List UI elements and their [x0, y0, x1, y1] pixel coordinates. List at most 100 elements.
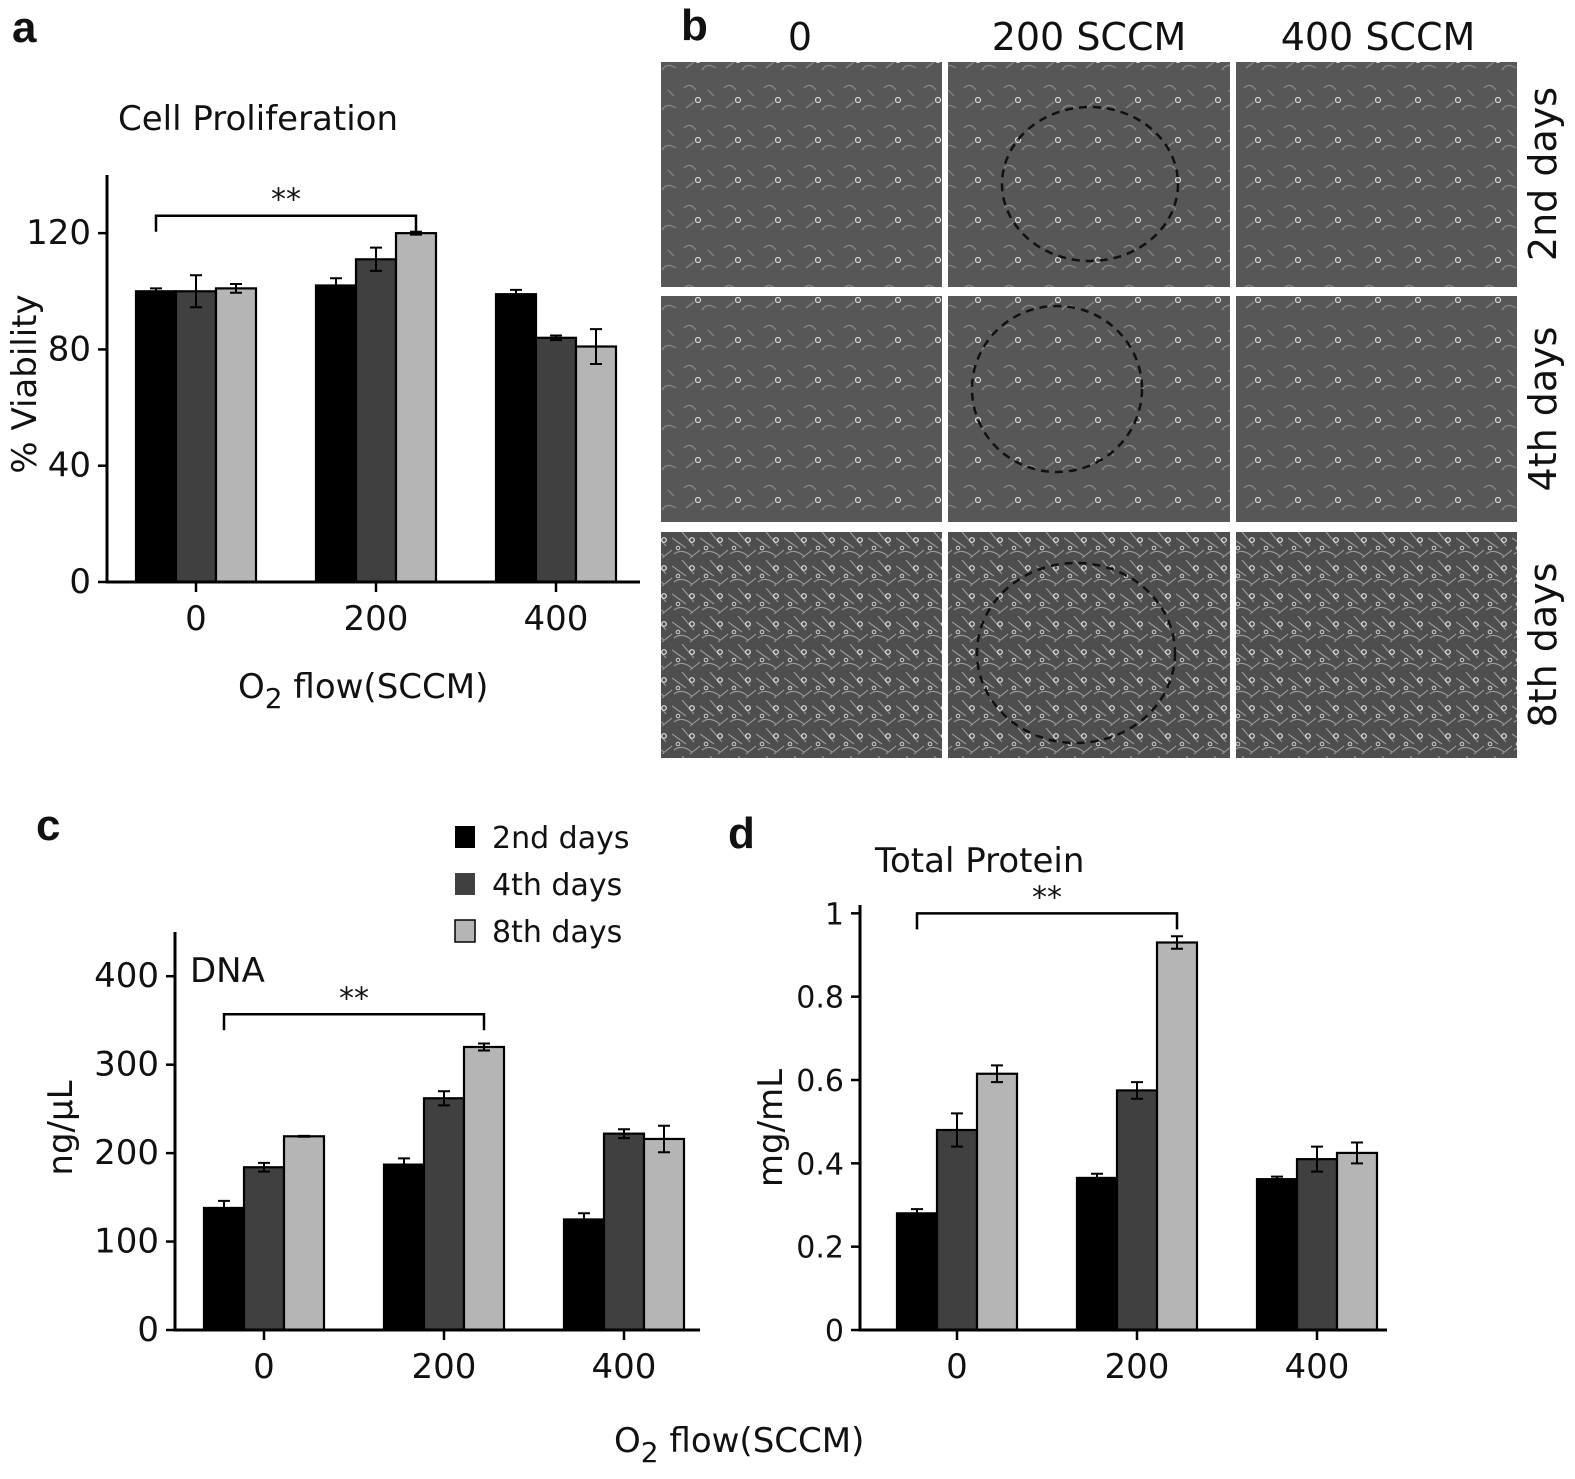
- chart-c-errorbar-s1-c2: [618, 1128, 630, 1140]
- chart-c-significance-label: **: [339, 981, 369, 1016]
- legend-label-2nd: 2nd days: [492, 821, 630, 856]
- legend: 2nd days 4th days 8th days: [454, 821, 630, 950]
- chart-a-bar-s1-c0: [174, 290, 218, 584]
- chart-d-significance-label: **: [1032, 880, 1062, 915]
- chart-c-errorbar-s2-c1: [478, 1042, 490, 1052]
- chart-a-viability: Cell Proliferation % Viability 0 40 80 120 0 20…: [5, 99, 640, 639]
- chart-d-title: Total Protein: [874, 841, 1084, 881]
- chart-d-bar-s2-c2: [1335, 1151, 1379, 1332]
- chart-d-bar-s2-c1: [1155, 941, 1199, 1332]
- chart-d-significance-bracket: [915, 912, 1179, 930]
- chart-a-bar-s1-c2: [534, 336, 578, 584]
- chart-a-bar-s0-c2: [494, 293, 538, 584]
- chart-c-bar-s1-c0: [242, 1166, 286, 1332]
- chart-c-errorbar-s1-c1: [438, 1090, 450, 1107]
- column-header-400: 400 SCCM: [1281, 15, 1476, 59]
- chart-a-xlabel: O2 flow(SCCM): [238, 667, 488, 715]
- chart-a-xtick-label-2: 400: [524, 599, 589, 639]
- chart-a-bar-s2-c1: [394, 232, 438, 584]
- row-header-4th: 4th days: [1521, 327, 1565, 492]
- row-header-8th: 8th days: [1521, 563, 1565, 728]
- chart-d-bar-s0-c1: [1075, 1176, 1119, 1332]
- micrograph-200-2nd: [948, 62, 1230, 287]
- legend-swatch-8th: [454, 919, 476, 943]
- chart-d-ytick-label-0: 0: [825, 1314, 844, 1349]
- chart-d-errorbar-s1-c0: [951, 1112, 963, 1148]
- highlight-circle-2nd: [1000, 105, 1180, 263]
- highlight-circle-8th: [975, 561, 1177, 745]
- chart-a-bar-s2-c2: [574, 345, 618, 584]
- chart-c-errorbar-s0-c2: [578, 1212, 590, 1227]
- chart-a-significance-bracket: [154, 214, 418, 232]
- chart-c-errorbar-s1-c0: [258, 1161, 270, 1173]
- micrograph-0-8th: [661, 532, 942, 758]
- chart-c-bar-s0-c2: [562, 1218, 606, 1332]
- chart-a-bar-s0-c0: [134, 290, 178, 584]
- micrograph-400-2nd: [1236, 62, 1517, 287]
- chart-c-ytick-label-4: 400: [94, 956, 159, 996]
- micrograph-400-4th: [1236, 296, 1517, 522]
- chart-d-ylabel: mg/mL: [751, 1069, 791, 1187]
- chart-d-errorbar-s0-c1: [1091, 1172, 1103, 1184]
- chart-d-ytick-label-2: 0.4: [796, 1147, 844, 1182]
- chart-d-xtick-label-2: 400: [1285, 1347, 1350, 1387]
- chart-c-bar-s0-c0: [202, 1206, 246, 1332]
- chart-d-bar-s1-c0: [935, 1128, 979, 1332]
- micrograph-0-2nd: [661, 62, 942, 287]
- chart-c-xtick-label-0: 0: [253, 1347, 275, 1387]
- micrograph-200-8th: [948, 532, 1230, 758]
- chart-a-bar-s1-c1: [354, 258, 398, 584]
- chart-a-ytick-label-3: 120: [26, 213, 91, 253]
- chart-d-bar-s2-c0: [975, 1072, 1019, 1332]
- micrograph-200-4th: [948, 296, 1230, 522]
- chart-d-bar-s0-c0: [895, 1212, 939, 1332]
- column-header-200: 200 SCCM: [992, 15, 1187, 59]
- legend-label-8th: 8th days: [492, 915, 622, 950]
- chart-c-bar-s2-c2: [642, 1137, 686, 1332]
- chart-c-dna: DNA ng/µL 0 100 200 300 400 0 200 400 **: [41, 932, 700, 1387]
- chart-a-significance-label: **: [271, 183, 301, 218]
- chart-a-errorbar-s2-c2: [590, 328, 602, 365]
- chart-c-errorbar-s2-c0: [298, 1134, 310, 1138]
- chart-c-xtick-label-1: 200: [412, 1347, 477, 1387]
- chart-c-bar-s2-c1: [462, 1045, 506, 1332]
- chart-d-ytick-label-1: 0.2: [796, 1231, 844, 1266]
- chart-d-errorbar-s2-c0: [991, 1064, 1003, 1084]
- chart-a-errorbar-s1-c0: [190, 274, 202, 309]
- chart-a-xtick-label-0: 0: [185, 599, 207, 639]
- chart-a-errorbar-s1-c2: [550, 334, 562, 342]
- legend-swatch-2nd: [455, 826, 475, 848]
- chart-c-bar-s1-c2: [602, 1132, 646, 1332]
- chart-d-xtick-label-0: 0: [946, 1347, 968, 1387]
- chart-a-bar-s2-c0: [214, 287, 258, 584]
- chart-d-errorbar-s1-c1: [1131, 1081, 1143, 1100]
- panel-letter-d: d: [728, 809, 755, 858]
- chart-a-xtick-label-1: 200: [344, 599, 409, 639]
- chart-d-bar-s0-c2: [1255, 1178, 1299, 1332]
- chart-d-xtick-label-1: 200: [1105, 1347, 1170, 1387]
- chart-c-ytick-label-0: 0: [137, 1310, 159, 1350]
- chart-c-ytick-label-3: 300: [94, 1045, 159, 1085]
- chart-d-errorbar-s2-c2: [1351, 1141, 1363, 1165]
- chart-c-ytick-label-1: 100: [94, 1222, 159, 1262]
- chart-a-errorbar-s0-c0: [150, 287, 162, 296]
- chart-d-errorbar-s1-c2: [1311, 1145, 1323, 1173]
- chart-c-ylabel: ng/µL: [41, 1080, 81, 1175]
- legend-swatch-4th: [455, 873, 475, 895]
- chart-a-errorbar-s0-c1: [330, 277, 342, 294]
- chart-c-ytick-label-2: 200: [94, 1133, 159, 1173]
- micrograph-0-4th: [661, 296, 942, 522]
- chart-c-significance-bracket: [222, 1013, 486, 1031]
- chart-d-bar-s1-c1: [1115, 1089, 1159, 1332]
- chart-c-bar-s2-c0: [282, 1135, 326, 1332]
- chart-d-errorbar-s0-c2: [1271, 1175, 1283, 1183]
- chart-d-total-protein: Total Protein mg/mL 0 0.2 0.4 0.6 0.8 1 0 200 400 *…: [751, 841, 1387, 1387]
- highlight-circle-4th: [970, 304, 1144, 474]
- chart-a-bar-s0-c1: [314, 284, 358, 584]
- micrograph-400-8th: [1236, 532, 1517, 758]
- chart-a-errorbar-s0-c2: [510, 288, 522, 300]
- column-header-0: 0: [788, 15, 812, 59]
- chart-d-ytick-label-5: 1: [825, 897, 844, 932]
- row-header-2nd: 2nd days: [1521, 87, 1565, 261]
